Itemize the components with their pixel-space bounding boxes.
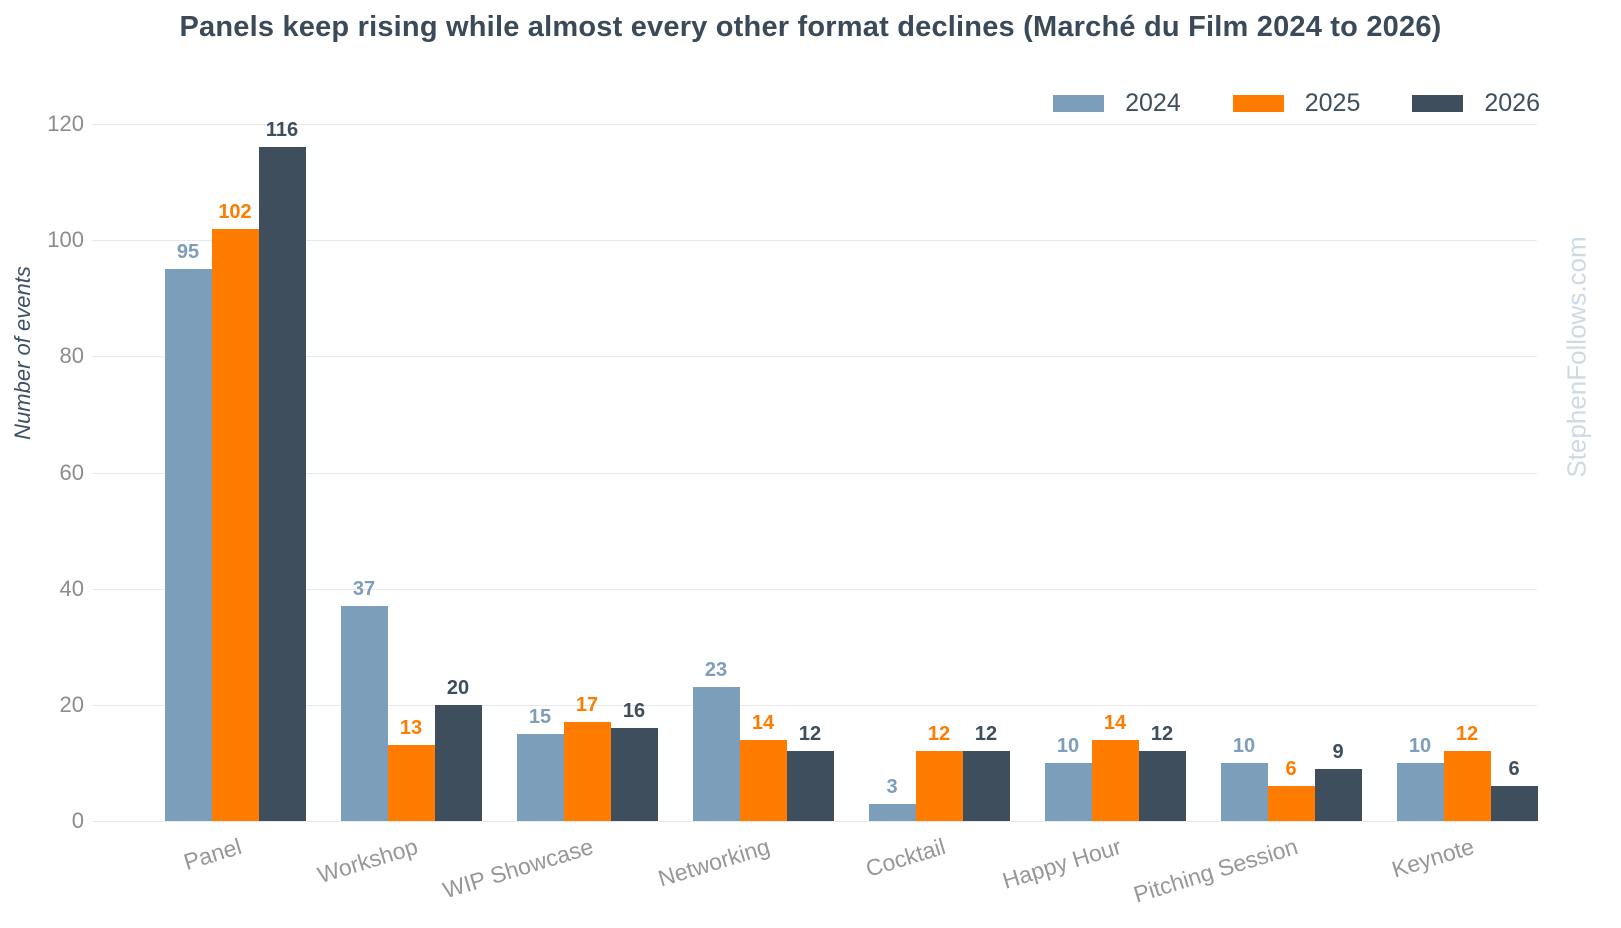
legend-item-2024: 2024 [1053, 89, 1181, 118]
legend-item-2026: 2026 [1412, 89, 1540, 118]
x-tick-label: Cocktail [862, 833, 949, 882]
bar-value-label: 116 [265, 119, 299, 142]
gridline [92, 588, 1537, 590]
bar-2026-cocktail [962, 751, 1010, 821]
legend-label: 2026 [1484, 88, 1540, 117]
x-tick-label: Panel [180, 833, 245, 876]
bar-2024-keynote [1396, 762, 1444, 821]
bar-value-label: 12 [1150, 723, 1174, 746]
bar-value-label: 12 [1455, 723, 1479, 746]
bar-value-label: 6 [1508, 758, 1520, 781]
legend-swatch [1232, 94, 1284, 112]
gridline [92, 240, 1537, 242]
x-tick-label: Pitching Session [1130, 833, 1301, 908]
bar-2024-wip-showcase [516, 733, 564, 821]
bar-value-label: 23 [704, 659, 728, 682]
bar-value-label: 95 [176, 241, 200, 264]
bar-2024-pitching-session [1220, 762, 1268, 821]
bar-value-label: 10 [1056, 734, 1080, 757]
legend-label: 2024 [1125, 88, 1181, 117]
legend-label: 2025 [1304, 88, 1361, 117]
bar-value-label: 9 [1332, 740, 1344, 763]
bar-2026-wip-showcase [610, 728, 658, 821]
watermark: StephenFollows.com [1561, 236, 1592, 478]
gridline [92, 124, 1537, 126]
chart-title: Panels keep rising while almost every ot… [179, 11, 1442, 43]
gridline [92, 472, 1537, 474]
legend-swatch [1053, 94, 1105, 112]
x-tick-label: WIP Showcase [440, 833, 597, 904]
bar-2025-cocktail [915, 751, 963, 821]
bar-value-label: 12 [798, 723, 822, 746]
bar-2025-wip-showcase [563, 722, 611, 821]
gridline [92, 704, 1537, 706]
bar-2026-networking [786, 751, 834, 821]
bar-2026-pitching-session [1314, 768, 1362, 821]
bar-value-label: 14 [1103, 711, 1127, 734]
x-tick-label: Workshop [314, 833, 421, 889]
bar-value-label: 37 [352, 578, 376, 601]
bar-2026-happy-hour [1138, 751, 1186, 821]
legend-item-2025: 2025 [1232, 88, 1361, 118]
bar-2024-workshop [340, 606, 388, 821]
bar-2024-networking [692, 687, 740, 821]
bar-2025-workshop [387, 745, 435, 821]
bar-value-label: 3 [886, 775, 898, 798]
bar-2024-panel [164, 269, 212, 821]
bar-value-label: 16 [622, 700, 646, 723]
gridline [92, 356, 1537, 358]
bar-2025-happy-hour [1091, 739, 1139, 821]
bar-2026-workshop [434, 704, 482, 821]
bar-value-label: 14 [751, 711, 775, 734]
bar-value-label: 10 [1232, 734, 1256, 757]
bar-value-label: 102 [218, 200, 252, 223]
y-tick-label: 120 [47, 111, 84, 137]
y-tick-label: 80 [59, 343, 84, 369]
bar-2024-happy-hour [1044, 762, 1092, 821]
bar-2025-pitching-session [1267, 786, 1315, 821]
bar-value-label: 15 [528, 705, 552, 728]
bar-value-label: 17 [575, 694, 599, 717]
bar-value-label: 12 [974, 723, 998, 746]
bar-2026-panel [258, 147, 306, 821]
bar-2026-keynote [1490, 786, 1538, 821]
y-tick-label: 20 [59, 691, 84, 717]
x-tick-label: Networking [654, 833, 773, 892]
bar-value-label: 20 [446, 676, 470, 699]
bar-2025-panel [211, 228, 259, 821]
x-tick-label: Happy Hour [999, 833, 1125, 894]
chart-legend: 2024 2025 2026 [1053, 88, 1540, 118]
bar-2024-cocktail [868, 803, 916, 821]
y-tick-label: 0 [71, 808, 84, 833]
legend-swatch [1412, 94, 1464, 112]
gridline [92, 821, 1537, 822]
bar-2025-keynote [1443, 751, 1491, 821]
x-tick-label: Keynote [1388, 833, 1477, 883]
y-tick-label: 40 [59, 575, 84, 601]
bar-2025-networking [739, 739, 787, 821]
bar-value-label: 13 [399, 717, 423, 740]
bar-value-label: 10 [1408, 734, 1432, 757]
bar-value-label: 6 [1285, 758, 1297, 781]
y-tick-label: 100 [47, 227, 84, 253]
bar-value-label: 12 [927, 723, 951, 746]
y-tick-label: 60 [59, 459, 84, 485]
